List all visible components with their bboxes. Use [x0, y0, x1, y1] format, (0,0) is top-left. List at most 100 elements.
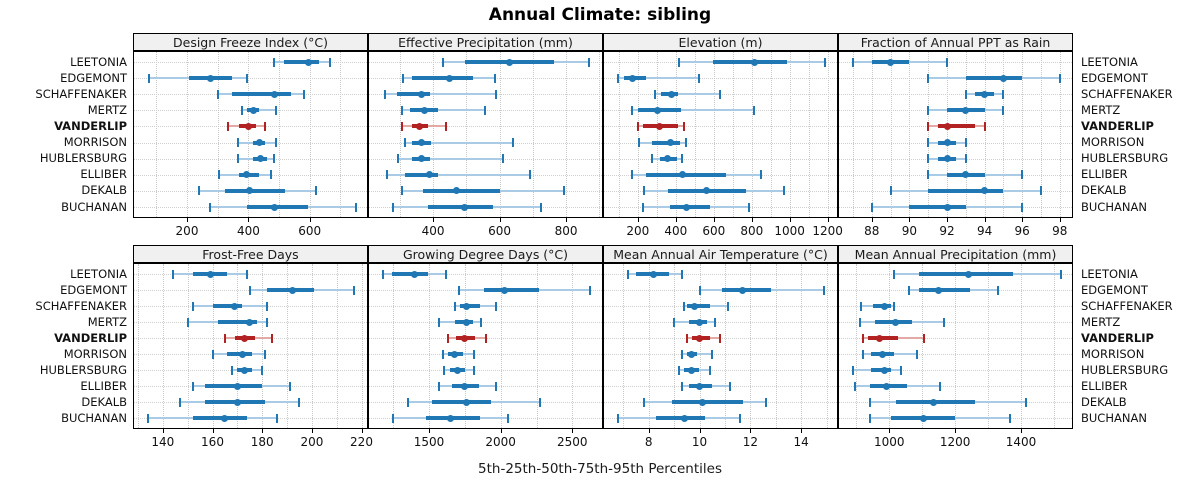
percentile-range-25-75 — [391, 272, 429, 276]
whisker-cap-95th — [739, 413, 742, 423]
whisker-cap-95th — [480, 317, 483, 327]
row-guide — [839, 386, 1072, 387]
whisker-cap-95th — [273, 154, 276, 164]
whisker-cap-5th — [870, 202, 873, 212]
whisker-cap-5th — [631, 170, 634, 180]
median-dot — [257, 155, 265, 163]
percentile-range-5-95 — [398, 157, 503, 160]
axis-tick-mark — [162, 429, 164, 433]
whisker-cap-5th — [862, 333, 864, 343]
percentile-range-25-75 — [192, 416, 248, 420]
median-dot — [206, 270, 214, 278]
axis-tick-label: 14 — [793, 435, 809, 449]
axis-tick-mark — [1022, 218, 1024, 222]
whisker-cap-5th — [384, 89, 386, 99]
whisker-cap-5th — [236, 138, 239, 148]
whisker-cap-95th — [1021, 202, 1024, 212]
median-dot — [246, 318, 254, 326]
percentile-range-25-75 — [428, 205, 493, 209]
whisker-cap-95th — [685, 138, 688, 148]
gridline — [237, 264, 239, 428]
whisker-cap-5th — [685, 333, 688, 343]
whisker-cap-95th — [1040, 186, 1042, 196]
row-guide — [604, 126, 837, 127]
whisker-cap-95th — [719, 89, 722, 99]
axis-tick-label: 200 — [626, 224, 650, 238]
percentile-range-25-75 — [646, 172, 727, 177]
whisker-cap-5th — [400, 121, 403, 131]
axis-tick-label: 1200 — [939, 435, 971, 449]
gridline — [947, 52, 948, 217]
site-label-left: MERTZ — [87, 315, 127, 329]
whisker-cap-5th — [209, 202, 211, 212]
gridline — [675, 52, 677, 217]
gridline — [770, 52, 772, 217]
whisker-cap-95th — [939, 381, 942, 391]
whisker-cap-95th — [288, 381, 291, 391]
whisker-cap-5th — [964, 89, 967, 99]
percentile-range-5-95 — [386, 173, 530, 176]
whisker-cap-95th — [263, 349, 266, 359]
whisker-cap-95th — [271, 333, 274, 343]
axis-tick-mark — [713, 218, 715, 222]
gridline — [1041, 52, 1042, 217]
whisker-cap-5th — [673, 317, 676, 327]
median-dot — [691, 302, 698, 310]
row-guide — [839, 370, 1072, 371]
median-dot — [249, 106, 257, 114]
whisker-cap-95th — [494, 301, 497, 311]
whisker-cap-95th — [680, 269, 683, 279]
panel-strip: Mean Annual Air Temperature (°C) — [603, 245, 838, 263]
median-dot — [663, 155, 671, 163]
whisker-cap-95th — [539, 397, 542, 407]
gridline — [162, 264, 164, 428]
whisker-cap-5th — [853, 381, 856, 391]
row-guide — [369, 126, 602, 127]
whisker-cap-95th — [747, 202, 750, 212]
gridline — [429, 264, 430, 428]
gridline — [309, 52, 311, 217]
percentile-range-25-75 — [670, 205, 710, 209]
whisker-cap-95th — [245, 73, 248, 83]
site-label-left: DEKALB — [81, 183, 127, 197]
site-label-left: MERTZ — [87, 103, 127, 117]
axis-tick-mark — [1021, 429, 1022, 433]
whisker-cap-95th — [563, 186, 566, 196]
whisker-cap-95th — [964, 154, 967, 164]
row-guide — [369, 354, 602, 355]
whisker-cap-5th — [698, 285, 701, 295]
axis-tick-mark — [212, 429, 214, 433]
gridline — [499, 52, 501, 217]
percentile-range-25-75 — [483, 288, 539, 292]
axis-tick-label: 600 — [298, 224, 322, 238]
chart-title: Annual Climate: sibling — [488, 5, 712, 25]
row-guide — [604, 354, 837, 355]
whisker-cap-5th — [677, 57, 680, 67]
whisker-cap-95th — [540, 202, 543, 212]
site-label-left: HUBLERSBURG — [39, 151, 127, 165]
site-label-left: EDGEMONT — [60, 71, 127, 85]
gridline — [566, 52, 568, 217]
percentile-range-5-95 — [632, 109, 754, 112]
gridline — [789, 52, 791, 217]
whisker-cap-5th — [147, 73, 150, 83]
site-label-right: VANDERLIP — [1081, 331, 1154, 345]
median-dot — [678, 171, 686, 179]
site-label-right: DEKALB — [1081, 395, 1127, 409]
median-dot — [447, 414, 454, 422]
median-dot — [943, 122, 951, 130]
gridline — [889, 264, 891, 428]
axis-tick-label: 1000 — [874, 435, 905, 449]
median-dot — [943, 203, 951, 211]
gridline — [826, 264, 828, 428]
percentile-range-25-75 — [283, 60, 319, 64]
whisker-cap-5th — [407, 397, 410, 407]
site-label-left: EDGEMONT — [60, 283, 127, 297]
row-guide — [369, 322, 602, 323]
gridline — [500, 264, 502, 428]
axis-tick-mark — [248, 218, 250, 222]
whisker-cap-5th — [223, 333, 226, 343]
gridline — [801, 264, 803, 428]
axis-tick-mark — [750, 429, 752, 433]
